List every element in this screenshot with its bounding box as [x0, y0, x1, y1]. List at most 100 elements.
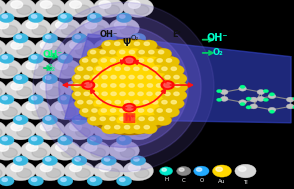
Circle shape [0, 135, 14, 145]
Circle shape [101, 84, 107, 87]
Circle shape [79, 57, 96, 67]
Circle shape [149, 65, 166, 76]
Circle shape [131, 115, 146, 125]
Circle shape [134, 168, 149, 178]
Circle shape [98, 82, 115, 92]
Circle shape [128, 42, 140, 49]
Circle shape [21, 18, 51, 38]
Circle shape [74, 98, 91, 109]
Circle shape [263, 89, 269, 93]
Circle shape [162, 101, 167, 104]
Circle shape [61, 15, 66, 18]
Circle shape [157, 109, 162, 112]
Circle shape [101, 109, 106, 112]
Circle shape [99, 42, 111, 49]
Circle shape [101, 123, 118, 134]
Circle shape [114, 144, 126, 151]
Circle shape [98, 107, 114, 117]
Circle shape [21, 100, 51, 119]
Circle shape [116, 48, 133, 59]
Circle shape [126, 48, 143, 59]
Circle shape [153, 67, 158, 70]
Circle shape [35, 79, 65, 99]
Circle shape [32, 107, 47, 117]
Circle shape [35, 0, 65, 17]
Circle shape [85, 144, 97, 151]
Circle shape [111, 84, 116, 87]
Circle shape [138, 92, 143, 95]
Circle shape [110, 50, 115, 54]
Circle shape [0, 144, 9, 151]
Circle shape [123, 56, 136, 65]
Circle shape [70, 82, 81, 90]
Circle shape [101, 40, 118, 50]
Circle shape [50, 141, 81, 160]
Circle shape [93, 0, 124, 17]
Circle shape [220, 96, 228, 101]
Circle shape [111, 123, 128, 134]
Circle shape [120, 92, 125, 95]
Circle shape [126, 105, 133, 110]
Circle shape [90, 56, 96, 59]
Circle shape [108, 90, 124, 101]
Circle shape [107, 57, 123, 67]
Circle shape [26, 144, 38, 151]
Circle shape [87, 176, 102, 186]
Circle shape [216, 89, 222, 93]
Circle shape [109, 100, 139, 119]
Circle shape [162, 67, 167, 70]
Circle shape [126, 57, 142, 67]
Circle shape [134, 5, 149, 15]
Circle shape [87, 67, 92, 70]
Circle shape [17, 5, 31, 15]
Circle shape [74, 65, 91, 76]
Circle shape [129, 84, 134, 87]
Circle shape [35, 39, 65, 58]
Circle shape [134, 42, 140, 45]
Circle shape [105, 46, 120, 55]
FancyArrowPatch shape [91, 89, 127, 108]
Circle shape [111, 92, 116, 95]
Text: Au: Au [218, 179, 225, 184]
Text: O₂: O₂ [212, 48, 223, 57]
Circle shape [131, 123, 148, 134]
Circle shape [153, 73, 169, 84]
Circle shape [120, 107, 135, 117]
Circle shape [124, 67, 130, 70]
Circle shape [134, 35, 139, 39]
Circle shape [148, 59, 153, 62]
Circle shape [46, 76, 51, 79]
Circle shape [143, 67, 148, 70]
Circle shape [120, 26, 135, 35]
Circle shape [115, 125, 120, 129]
Circle shape [58, 176, 73, 186]
Circle shape [263, 98, 269, 101]
Circle shape [126, 58, 133, 63]
Circle shape [0, 46, 2, 55]
Circle shape [28, 13, 44, 23]
Circle shape [120, 117, 125, 121]
Circle shape [74, 84, 79, 87]
Circle shape [0, 100, 22, 119]
Circle shape [124, 125, 130, 129]
Circle shape [64, 39, 95, 58]
Circle shape [87, 94, 102, 104]
Ellipse shape [46, 14, 201, 160]
Circle shape [120, 96, 125, 100]
Circle shape [17, 46, 31, 55]
Circle shape [75, 92, 80, 95]
Circle shape [155, 115, 172, 126]
Circle shape [78, 67, 83, 70]
Circle shape [84, 65, 100, 76]
Circle shape [116, 176, 132, 186]
Circle shape [257, 90, 265, 94]
Circle shape [90, 90, 106, 101]
Circle shape [93, 39, 124, 58]
Circle shape [115, 101, 120, 104]
FancyArrowPatch shape [132, 89, 165, 108]
Text: O₂: O₂ [47, 64, 56, 73]
Circle shape [120, 148, 135, 157]
Circle shape [90, 15, 96, 18]
Circle shape [116, 135, 132, 145]
Circle shape [123, 161, 153, 181]
